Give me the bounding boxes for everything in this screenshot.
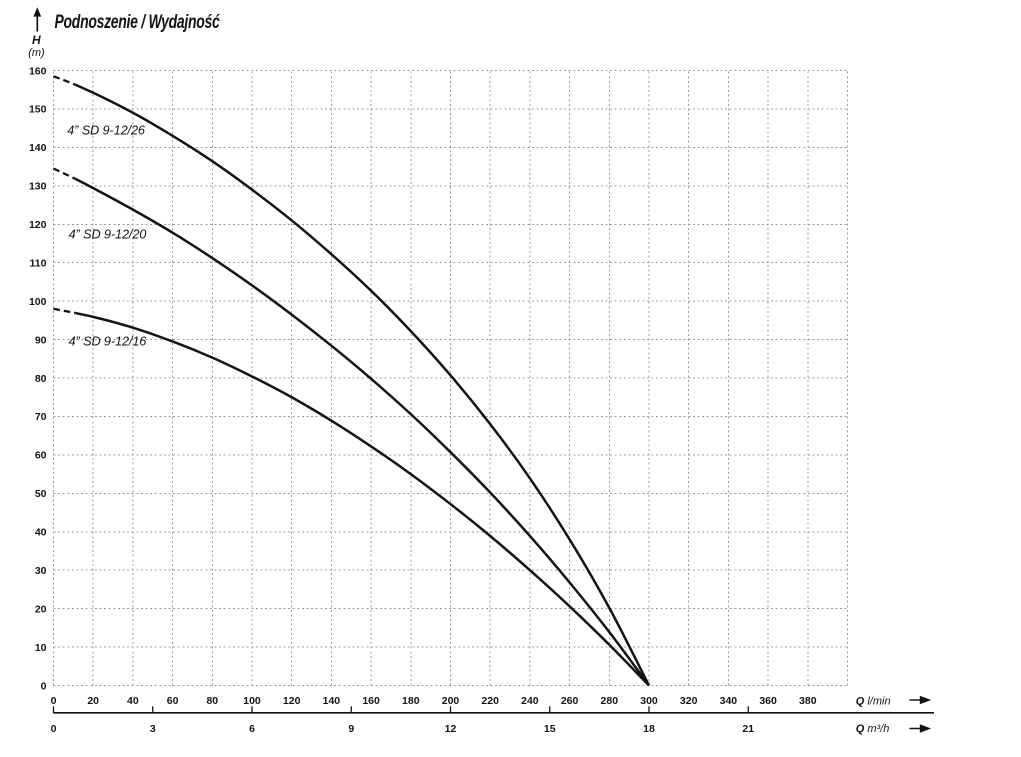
- curve-label-4-sd-9-12-20: 4” SD 9-12/20: [69, 227, 147, 241]
- x-lmin-tick-label: 220: [481, 695, 499, 707]
- x-lmin-tick-label: 40: [127, 695, 139, 707]
- x-m3h-tick-label: 15: [544, 723, 556, 735]
- y-tick-label: 150: [29, 104, 47, 116]
- curves: [53, 75, 651, 687]
- y-tick-label: 70: [35, 411, 47, 423]
- y-tick-label: 100: [29, 296, 47, 308]
- x-lmin-tick-label: 380: [799, 695, 817, 707]
- x-axis-m3h-arrow-icon: [909, 724, 932, 733]
- y-tick-label: 140: [29, 142, 47, 154]
- x-axis-lmin-arrow-icon: [909, 695, 932, 705]
- chart-title: Podnoszenie / Wydajność: [55, 11, 220, 33]
- curve-4-sd-9-12-16: [75, 311, 650, 687]
- curve-labels: 4” SD 9-12/26 4” SD 9-12/20 4” SD 9-12/16: [67, 124, 147, 349]
- x-lmin-tick-label: 240: [521, 695, 539, 707]
- x-m3h-tick-label: 21: [742, 723, 754, 735]
- y-tick-label: 120: [29, 219, 47, 231]
- x-m3h-tick-label: 12: [445, 723, 457, 735]
- x-lmin-tick-label: 20: [87, 695, 99, 707]
- x-lmin-tick-label: 340: [720, 695, 738, 707]
- y-tick-label: 0: [41, 680, 47, 692]
- x-m3h-tick-label: 18: [643, 723, 655, 735]
- x-lmin-tick-label: 120: [283, 695, 301, 707]
- curve-dashed-start-4-sd-9-12-26: [53, 75, 76, 86]
- x-lmin-tick-label: 60: [167, 695, 179, 707]
- x-m3h-tick-label: 6: [249, 723, 255, 735]
- x-lmin-tick-label: 360: [759, 695, 777, 707]
- x-lmin-tick-label: 260: [561, 695, 579, 707]
- curve-4-sd-9-12-20: [74, 177, 651, 687]
- y-tick-label: 60: [35, 450, 47, 462]
- y-tick-label: 30: [35, 565, 47, 577]
- x-lmin-tick-label: 160: [362, 695, 380, 707]
- x-lmin-tick-label: 80: [206, 695, 218, 707]
- curve-label-4-sd-9-12-16: 4” SD 9-12/16: [69, 335, 148, 349]
- x-lmin-tick-label: 0: [51, 695, 57, 707]
- y-tick-label: 10: [35, 642, 47, 654]
- y-tick-label: 80: [35, 373, 47, 385]
- x-lmin-tick-label: 320: [680, 695, 698, 707]
- y-tick-label: 40: [35, 527, 47, 539]
- x-axis-m3h-tick-labels: 0 3 6 9 12 15 18 21: [51, 723, 755, 735]
- y-axis-symbol: H: [32, 33, 41, 47]
- curve-4-sd-9-12-26: [74, 83, 651, 687]
- x-axis-m3h: [52, 706, 934, 714]
- y-tick-label: 130: [29, 181, 47, 193]
- x-lmin-tick-label: 140: [323, 695, 341, 707]
- x-lmin-tick-label: 300: [640, 695, 658, 707]
- curve-dashed-start-4-sd-9-12-16: [53, 307, 76, 315]
- grid: [53, 70, 848, 686]
- x-m3h-tick-label: 0: [51, 723, 57, 735]
- y-tick-label: 160: [29, 65, 47, 77]
- curve-dashed-start-4-sd-9-12-20: [53, 167, 76, 180]
- x-lmin-tick-label: 180: [402, 695, 420, 707]
- y-axis-tick-labels: 0 10 20 30 40 50 60 70 80 90 100 110 120 130 140 150 160: [29, 65, 47, 692]
- y-tick-label: 90: [35, 334, 47, 346]
- y-axis-unit: (m): [28, 47, 45, 59]
- x-lmin-tick-label: 100: [243, 695, 261, 707]
- x-axis-lmin-tick-labels: 0 20 40 60 80 100 120 140 160 180 200 220 240 260 280 3…: [51, 695, 817, 707]
- y-tick-label: 50: [35, 488, 47, 500]
- x-m3h-tick-label: 9: [348, 723, 354, 735]
- curve-label-4-sd-9-12-26: 4” SD 9-12/26: [67, 124, 146, 138]
- y-axis-arrow-icon: [33, 7, 42, 32]
- x-m3h-tick-label: 3: [150, 723, 156, 735]
- y-tick-label: 110: [30, 257, 47, 269]
- x-lmin-tick-label: 280: [601, 695, 619, 707]
- x-lmin-tick-label: 200: [442, 695, 460, 707]
- y-tick-label: 20: [35, 603, 47, 615]
